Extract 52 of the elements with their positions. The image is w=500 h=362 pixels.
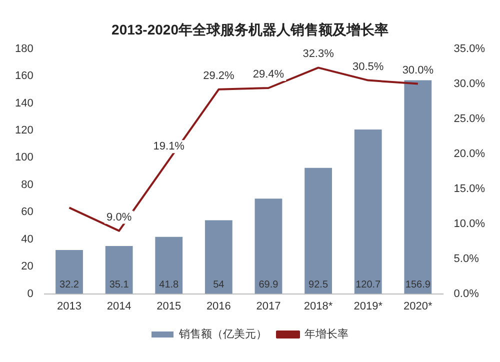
y2-tick-label: 0.0% [454, 288, 480, 300]
y-tick-label: 140 [14, 97, 34, 110]
x-tick-label: 2020* [404, 300, 433, 312]
data-label: 32.3% [302, 48, 334, 60]
x-tick-label: 2013 [57, 300, 82, 312]
y2-tick-label: 10.0% [454, 218, 486, 230]
data-label: 69.9 [258, 280, 279, 291]
x-tick-label: 2015 [156, 300, 182, 312]
y2-tick-label: 15.0% [454, 182, 486, 195]
y-tick-label: 120 [14, 124, 34, 136]
y-tick-label: 80 [21, 178, 34, 191]
data-label: 54 [213, 280, 225, 291]
data-label: 29.2% [203, 70, 234, 82]
chart-title: 2013-2020年全球服务机器人销售额及增长率 [112, 21, 388, 38]
y-tick-label: 20 [21, 260, 34, 273]
y2-tick-label: 20.0% [454, 148, 486, 160]
y-tick-label: 100 [14, 152, 34, 164]
data-label: 32.2 [60, 280, 80, 291]
x-tick-label: 2014 [106, 300, 132, 312]
bar [404, 80, 432, 294]
data-label: 120.7 [356, 280, 382, 291]
data-label: 41.8 [159, 280, 180, 291]
data-label: 30.5% [352, 60, 384, 73]
y-tick-label: 40 [21, 233, 34, 246]
x-tick-label: 2019* [354, 300, 384, 312]
bar [155, 236, 183, 294]
data-label: 92.5 [308, 280, 328, 291]
data-label: 35.1 [109, 280, 130, 291]
y2-tick-label: 5.0% [454, 252, 480, 265]
bar [105, 246, 133, 294]
y2-tick-label: 25.0% [454, 112, 486, 125]
bar [56, 250, 83, 294]
y-tick-label: 60 [21, 206, 34, 218]
y2-tick-label: 35.0% [454, 42, 486, 55]
bar [354, 130, 382, 294]
bar [204, 220, 232, 294]
y-tick-label: 0 [27, 288, 34, 300]
data-label: 19.1% [153, 140, 185, 153]
x-tick-label: 2016 [206, 300, 231, 312]
y2-tick-label: 30.0% [454, 78, 486, 90]
x-tick-label: 2018* [304, 300, 334, 312]
data-label: 30.0% [402, 64, 434, 76]
y-tick-label: 160 [14, 70, 34, 82]
legend-label: 销售额（亿美元） [178, 328, 267, 341]
legend-label: 年增长率 [304, 328, 348, 341]
data-label: 9.0% [106, 211, 132, 224]
bar [304, 168, 332, 294]
x-tick-label: 2017 [256, 300, 281, 312]
y-tick-label: 180 [14, 42, 34, 55]
bar [254, 198, 282, 294]
data-label: 156.9 [405, 280, 431, 291]
data-label: 29.4% [252, 68, 284, 81]
